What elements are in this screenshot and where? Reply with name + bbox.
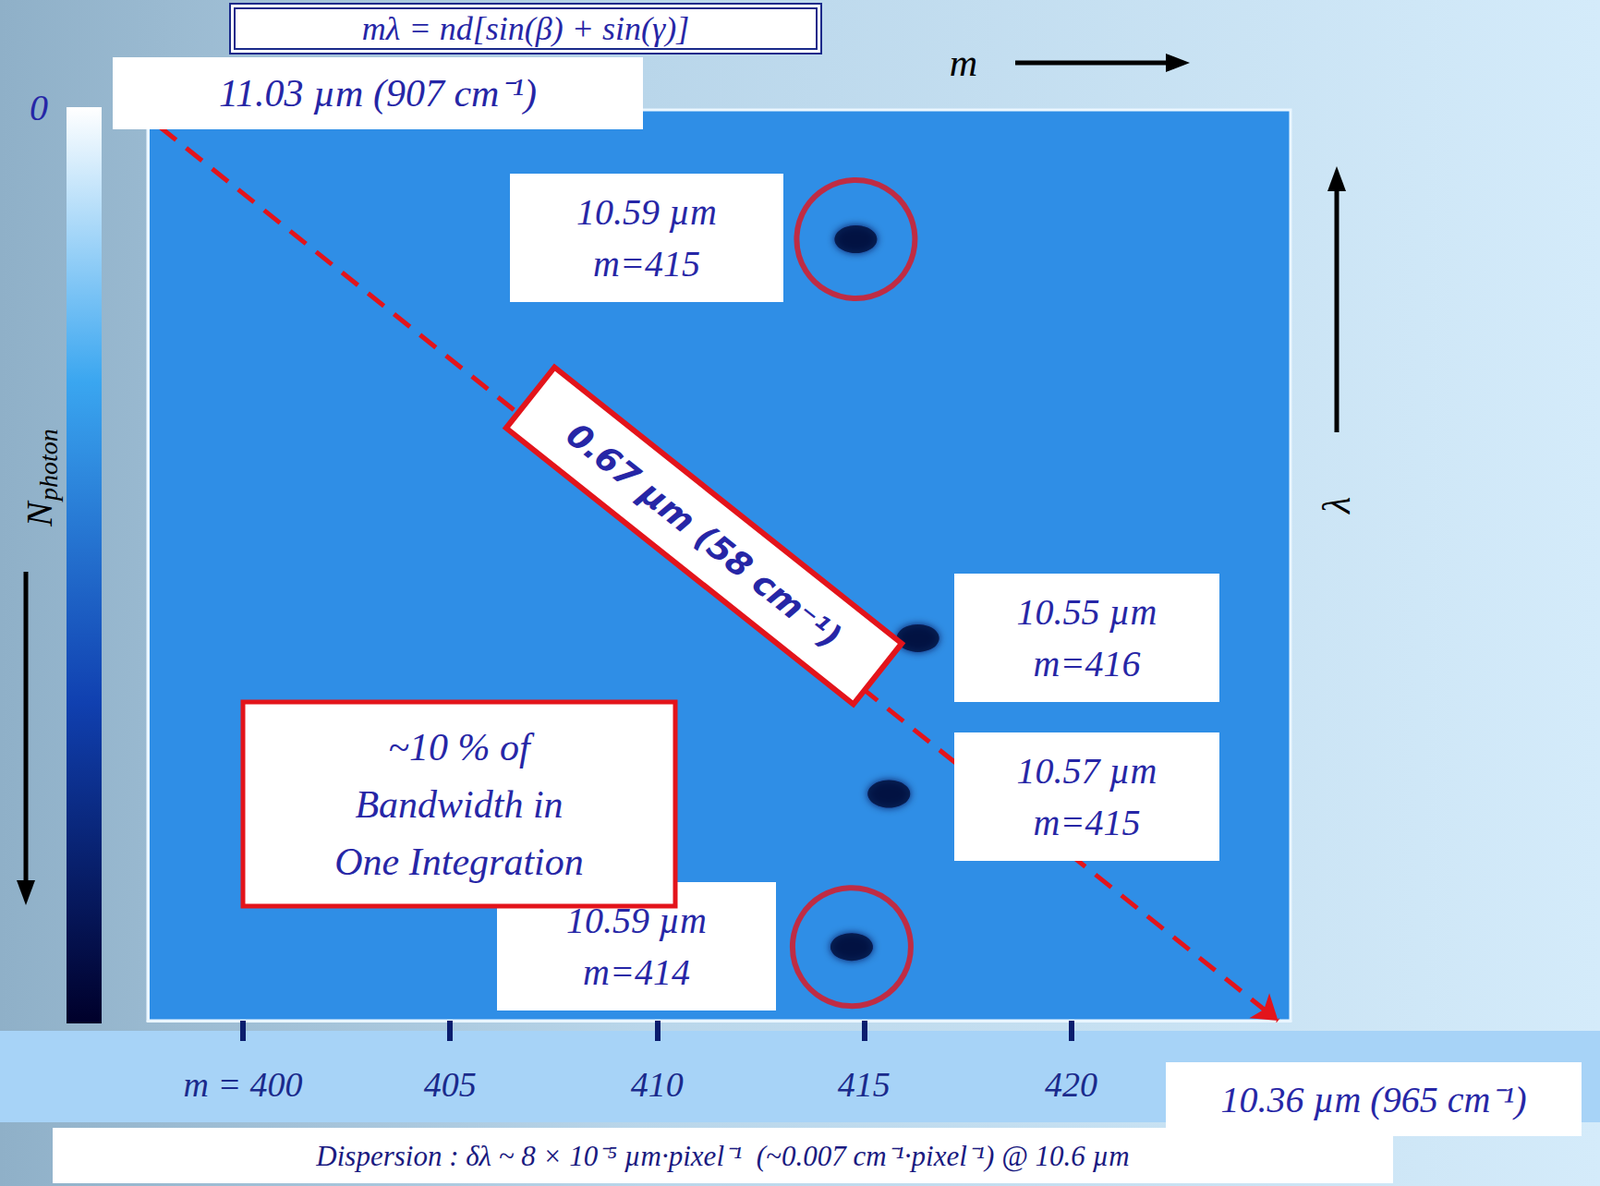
svg-text:0: 0: [29, 86, 49, 129]
svg-text:0.67 µm (58 cm⁻¹): 0.67 µm (58 cm⁻¹): [559, 415, 849, 657]
svg-text:10.59 µm: 10.59 µm: [566, 899, 707, 942]
svg-text:420: 420: [1044, 1065, 1098, 1104]
svg-text:m=415: m=415: [593, 242, 701, 285]
svg-text:11.03 µm (907 cm⁻¹): 11.03 µm (907 cm⁻¹): [218, 72, 537, 116]
svg-text:415: 415: [837, 1065, 891, 1104]
svg-text:10.55 µm: 10.55 µm: [1017, 591, 1158, 633]
svg-text:m: m: [949, 41, 978, 85]
svg-text:Bandwidth in: Bandwidth in: [354, 783, 563, 826]
svg-text:Dispersion : δλ ~ 8 × 10⁻⁵ µm·: Dispersion : δλ ~ 8 × 10⁻⁵ µm·pixel⁻¹ (~…: [315, 1139, 1129, 1173]
svg-text:photon: photon: [34, 428, 63, 503]
svg-text:mλ = nd[sin(β) + sin(γ)]: mλ = nd[sin(β) + sin(γ)]: [362, 10, 690, 48]
svg-text:10.57 µm: 10.57 µm: [1017, 750, 1158, 792]
svg-text:One Integration: One Integration: [334, 840, 583, 884]
svg-text:405: 405: [424, 1065, 477, 1104]
svg-text:m=415: m=415: [1033, 801, 1141, 844]
svg-text:10.59 µm: 10.59 µm: [576, 191, 717, 233]
svg-text:m=416: m=416: [1033, 642, 1141, 685]
svg-text:N: N: [18, 499, 61, 528]
svg-text:m=414: m=414: [582, 951, 691, 994]
svg-text:λ: λ: [1315, 496, 1358, 516]
svg-text:m = 400: m = 400: [183, 1065, 304, 1104]
svg-text:~10 % of: ~10 % of: [387, 726, 535, 769]
svg-text:410: 410: [630, 1065, 684, 1104]
svg-text:10.36 µm (965 cm⁻¹): 10.36 µm (965 cm⁻¹): [1220, 1078, 1527, 1121]
